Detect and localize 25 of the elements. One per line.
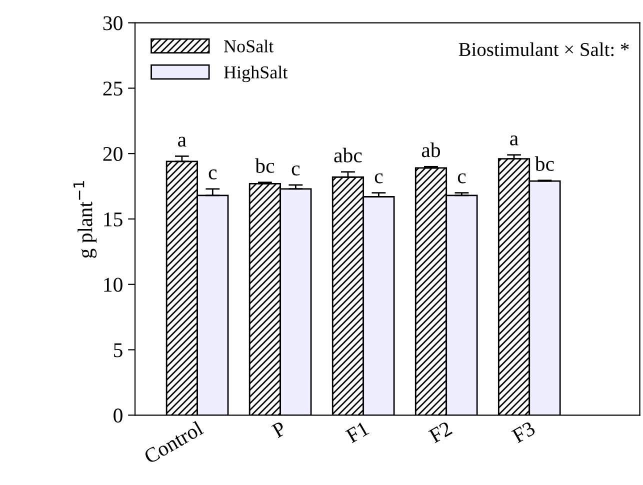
x-tick-label: P [271,421,287,438]
data-label: abc [334,148,362,162]
data-label: bc [255,158,274,173]
data-label: c [208,169,217,180]
data-label: bc [534,156,554,171]
x-tick-label: F3 [511,421,536,444]
data-label: ab [422,142,440,158]
y-tick-label: 20 [103,146,122,162]
data-label: c [374,173,383,184]
x-tick-label: F2 [428,421,453,444]
annotation: Biostimulant × Salt: * [458,42,629,56]
legend-label: NoSalt [224,40,274,52]
y-axis-title: g plant$^{−1}$ [74,181,97,258]
data-label: c [458,173,466,184]
legend-label: HighSalt [224,66,288,82]
y-tick-label: 25 [103,82,122,96]
data-label: a [510,135,518,146]
y-tick-label: 5 [114,343,122,358]
y-tick-label: 10 [104,278,122,292]
x-tick-label: F1 [345,421,370,444]
data-label: a [178,136,186,147]
data-label: c [292,165,300,176]
y-tick-label: 15 [104,212,122,226]
y-tick-label: 0 [114,408,122,423]
y-tick-label: 30 [103,16,122,30]
